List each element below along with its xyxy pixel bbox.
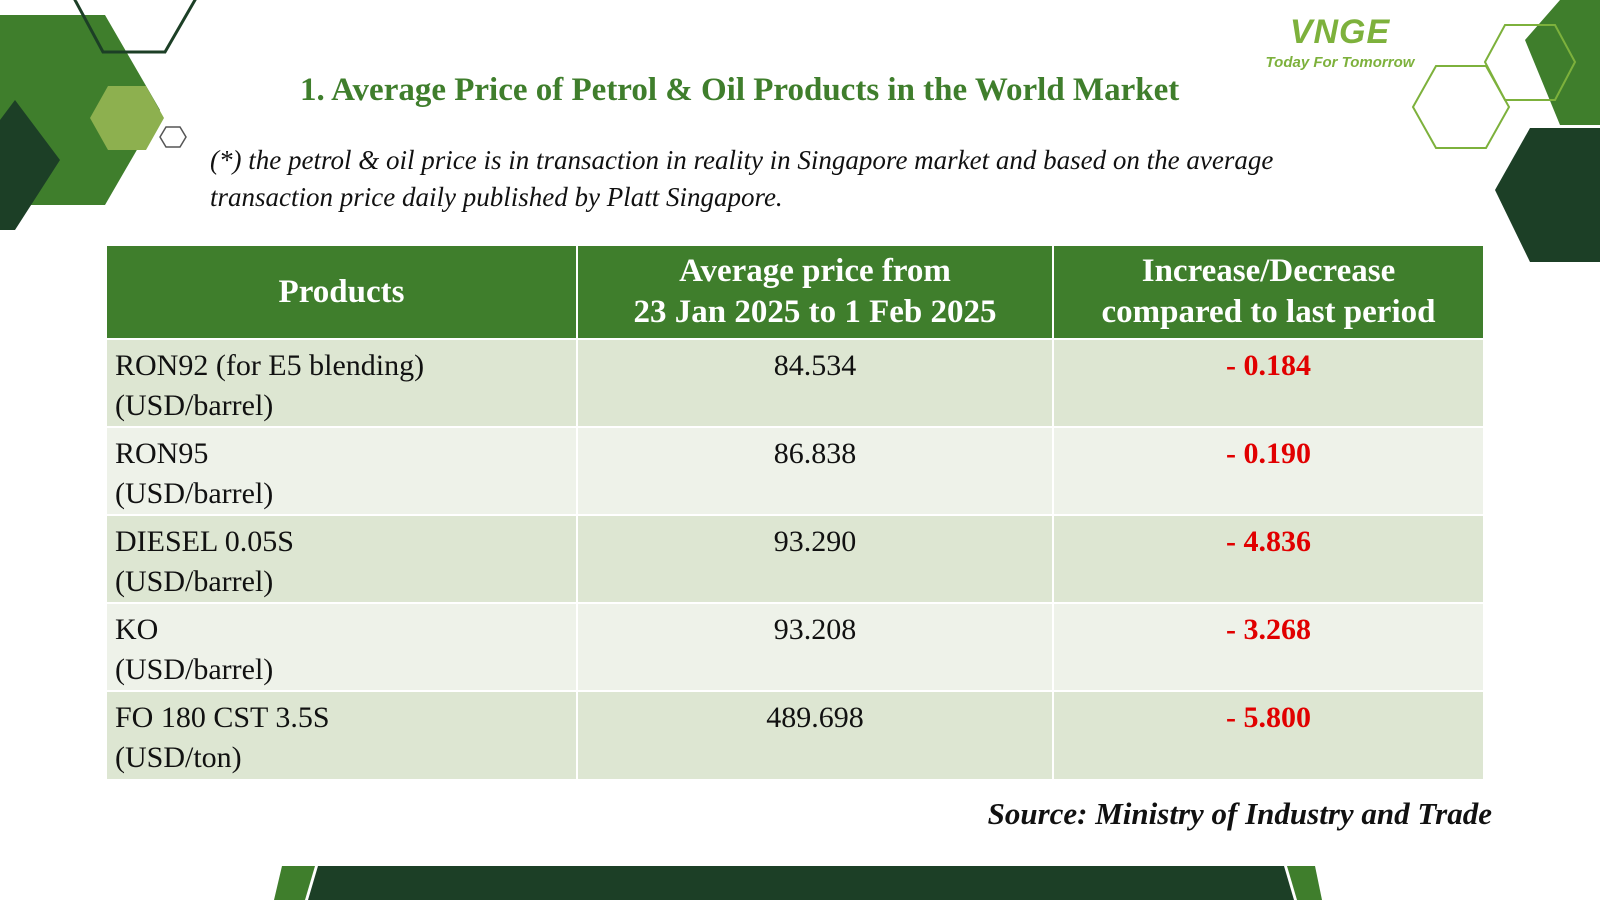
table-row: RON92 (for E5 blending) (USD/barrel) 84.… (107, 338, 1483, 427)
header-change-line-2: compared to last period (1101, 294, 1436, 330)
price-change-cell: - 0.184 (1053, 338, 1483, 427)
product-name: DIESEL 0.05S (115, 525, 294, 558)
price-note-line-1: (*) the petrol & oil price is in transac… (210, 145, 1274, 175)
product-cell: KO (USD/barrel) (107, 602, 578, 691)
header-average-price-line-2: 23 Jan 2025 to 1 Feb 2025 (633, 294, 997, 330)
header-products: Products (107, 246, 578, 339)
hexagon-shape (1411, 65, 1511, 149)
product-name: FO 180 CST 3.5S (115, 701, 330, 734)
product-cell: RON92 (for E5 blending) (USD/barrel) (107, 338, 578, 427)
product-cell: DIESEL 0.05S (USD/barrel) (107, 514, 578, 603)
logo-mark: VNGE (1289, 13, 1391, 51)
footer-bar (308, 866, 1294, 900)
product-unit: (USD/ton) (115, 741, 242, 774)
product-name: RON95 (115, 437, 209, 470)
product-cell: RON95 (USD/barrel) (107, 426, 578, 515)
header-change: Increase/Decrease compared to last perio… (1053, 246, 1483, 339)
header-average-price-line-1: Average price from (679, 253, 951, 289)
table-row: DIESEL 0.05S (USD/barrel) 93.290 - 4.836 (107, 514, 1483, 603)
hexagon-shape (73, 0, 197, 54)
price-change-cell: - 0.190 (1053, 426, 1483, 515)
product-name: KO (115, 613, 159, 646)
average-price-cell: 489.698 (577, 690, 1054, 779)
price-table: Products Average price from 23 Jan 2025 … (107, 246, 1483, 779)
table-row: KO (USD/barrel) 93.208 - 3.268 (107, 602, 1483, 691)
hexagon-shape (159, 126, 187, 148)
product-unit: (USD/barrel) (115, 565, 274, 598)
table-row: FO 180 CST 3.5S (USD/ton) 489.698 - 5.80… (107, 690, 1483, 779)
product-unit: (USD/barrel) (115, 653, 274, 686)
product-unit: (USD/barrel) (115, 389, 274, 422)
footer-accent-right (1287, 866, 1322, 900)
table-row: RON95 (USD/barrel) 86.838 - 0.190 (107, 426, 1483, 515)
average-price-cell: 84.534 (577, 338, 1054, 427)
product-unit: (USD/barrel) (115, 477, 274, 510)
price-change-cell: - 3.268 (1053, 602, 1483, 691)
product-name: RON92 (for E5 blending) (115, 349, 425, 382)
average-price-cell: 93.290 (577, 514, 1054, 603)
header-change-line-1: Increase/Decrease (1141, 253, 1396, 289)
price-change-cell: - 5.800 (1053, 690, 1483, 779)
table-header-row: Products Average price from 23 Jan 2025 … (107, 246, 1483, 339)
logo-tagline: Today For Tomorrow (1265, 54, 1415, 71)
price-note-line-2: transaction price daily published by Pla… (210, 182, 783, 212)
slide-title: 1. Average Price of Petrol & Oil Product… (300, 72, 1180, 108)
product-cell: FO 180 CST 3.5S (USD/ton) (107, 690, 578, 779)
price-change-cell: - 4.836 (1053, 514, 1483, 603)
hexagon-shape (90, 86, 164, 150)
price-note: (*) the petrol & oil price is in transac… (210, 142, 1460, 216)
footer-band (274, 866, 1322, 900)
header-average-price: Average price from 23 Jan 2025 to 1 Feb … (577, 246, 1054, 339)
company-logo: VNGE Today For Tomorrow (1255, 14, 1425, 71)
hexagon-shape (1495, 128, 1600, 262)
hexagon-shape (0, 100, 60, 230)
source-citation: Source: Ministry of Industry and Trade (987, 796, 1492, 831)
footer-accent-left (274, 866, 315, 900)
hexagon-shape (1525, 0, 1600, 125)
average-price-cell: 86.838 (577, 426, 1054, 515)
average-price-cell: 93.208 (577, 602, 1054, 691)
